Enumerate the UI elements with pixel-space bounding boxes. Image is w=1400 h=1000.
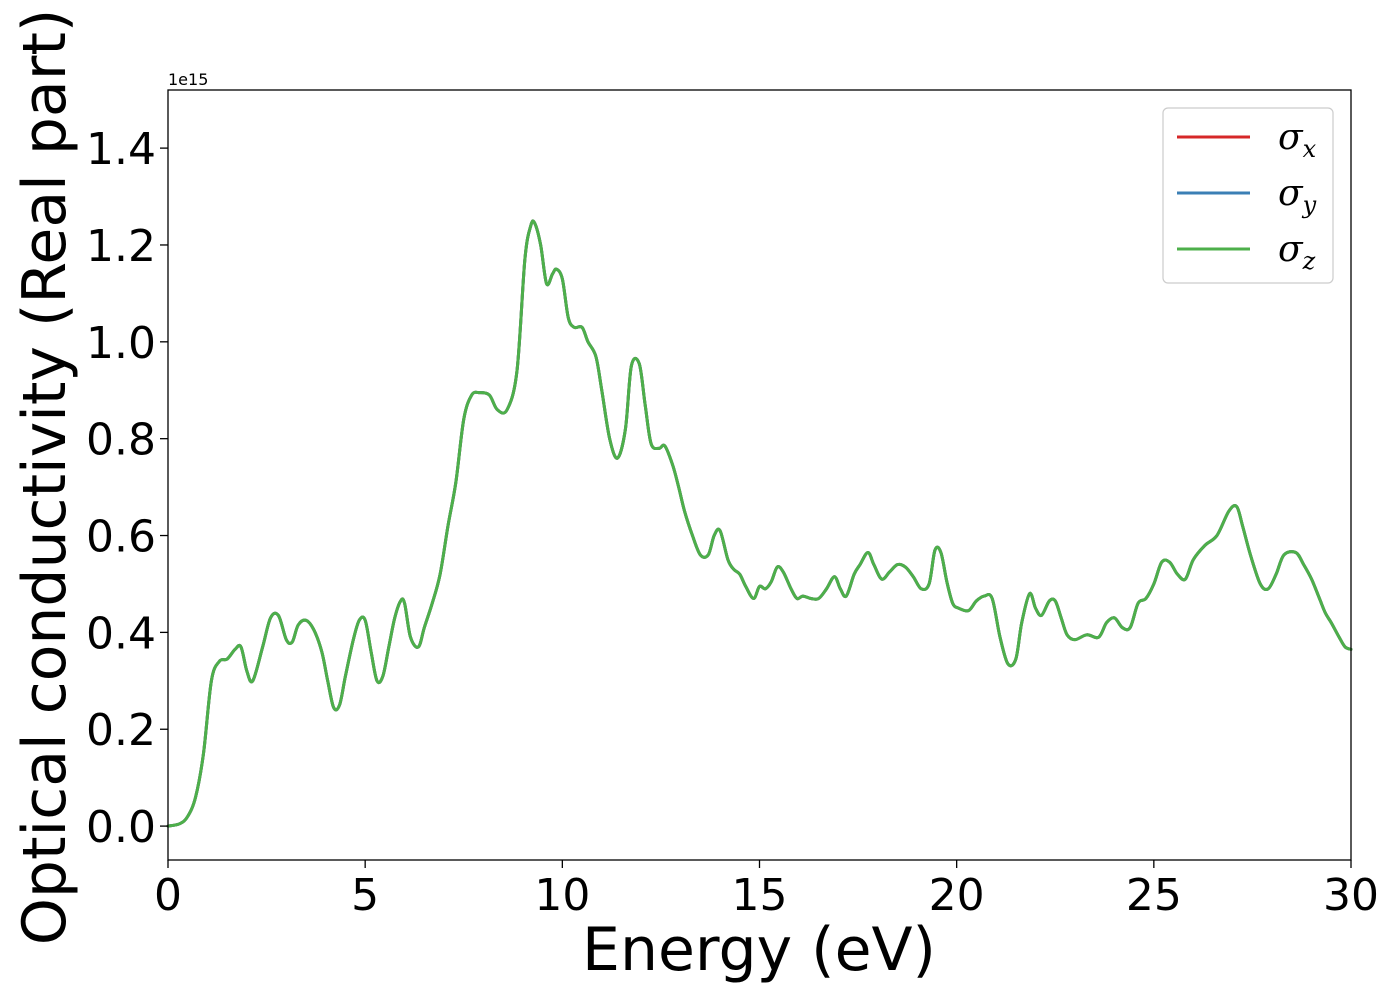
- x-tick-label: 10: [534, 870, 590, 921]
- y-tick-label: 1.0: [86, 318, 156, 369]
- legend-label-sigma-y: σy: [1278, 173, 1317, 219]
- y-tick-label: 0.8: [86, 415, 156, 466]
- series-line-sigma-z: [166, 219, 1353, 828]
- y-tick-label: 0.4: [86, 608, 156, 659]
- x-tick-label: 30: [1323, 870, 1379, 921]
- x-tick-label: 5: [351, 870, 379, 921]
- x-tick-label: 15: [732, 870, 788, 921]
- x-tick-label: 0: [154, 870, 182, 921]
- x-axis: 0 5 10 15 20 25 30: [154, 860, 1379, 921]
- series-line-sigma-x: [166, 219, 1353, 828]
- y-tick-label: 0.6: [86, 512, 156, 563]
- x-tick-label: 20: [929, 870, 985, 921]
- legend: σx σy σz: [1162, 107, 1334, 284]
- y-axis: 0.0 0.2 0.4 0.6 0.8 1.0 1.2 1.4: [86, 124, 168, 853]
- legend-label-sigma-x: σx: [1278, 117, 1317, 163]
- legend-label-sigma-z: σz: [1278, 229, 1316, 275]
- series-line-sigma-y: [166, 219, 1353, 828]
- series-layer: [166, 219, 1353, 828]
- x-axis-label: Energy (eV): [582, 915, 936, 985]
- x-tick-label: 25: [1126, 870, 1182, 921]
- y-tick-label: 1.2: [86, 221, 156, 272]
- y-tick-label: 1.4: [86, 124, 156, 175]
- y-axis-label: Optical conductivity (Real part): [10, 9, 80, 946]
- y-offset-text: 1e15: [168, 70, 208, 89]
- legend-box: [1162, 107, 1334, 284]
- y-tick-label: 0.2: [86, 705, 156, 756]
- y-tick-label: 0.0: [86, 802, 156, 853]
